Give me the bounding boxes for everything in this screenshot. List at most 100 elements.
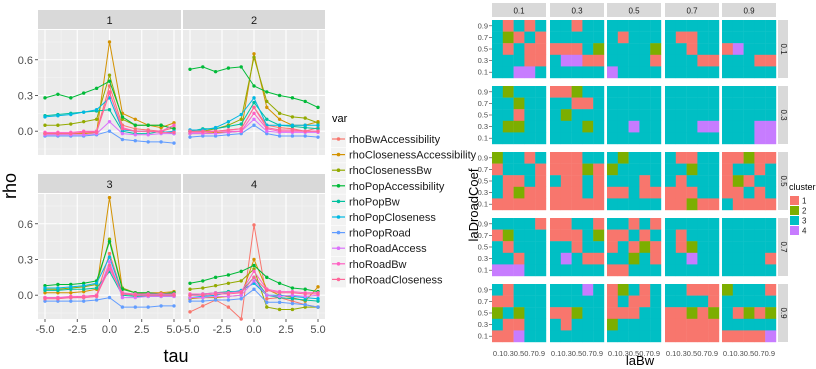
heat-cell [502, 20, 514, 32]
heat-cell [492, 295, 503, 308]
heat-cell [607, 186, 618, 199]
heat-panel [607, 86, 662, 145]
heat-cell [675, 120, 687, 133]
y-tick-label: 0.7 [478, 99, 488, 108]
heat-cell [535, 86, 547, 98]
series-point [120, 137, 125, 142]
y-tick-label: 0.3 [478, 122, 488, 131]
y-tick-label: 0.0 [18, 290, 33, 302]
series-point [82, 287, 86, 291]
x-tick-label: -5.0 [181, 324, 200, 336]
heat-cell [571, 43, 583, 55]
series-point [226, 294, 231, 299]
line-legend: var rhoBwAccessibility rhoClosenessAccess… [331, 113, 477, 288]
heat-cell [492, 318, 503, 331]
row-facet-label: 0.3 [779, 109, 788, 121]
heat-cell [675, 132, 687, 145]
heat-cell [571, 31, 583, 44]
heat-cell [560, 66, 572, 79]
x-tick-label: 0.0 [246, 324, 261, 336]
heat-cell [722, 186, 733, 199]
heat-panel [607, 218, 662, 277]
legend-item-label: rhoRoadBw [349, 259, 407, 271]
legend-swatch [790, 226, 799, 235]
heat-cell [665, 252, 676, 265]
row-facet-strip [778, 152, 788, 210]
heat-cell [732, 97, 744, 110]
y-tick-label: 0.1 [478, 266, 488, 275]
series-point [43, 96, 47, 100]
heat-cell [686, 175, 698, 187]
col-facet-strip [722, 3, 776, 17]
heat-cell [765, 241, 777, 253]
heat-cell [650, 307, 662, 319]
series-point [252, 275, 256, 280]
heat-cell [665, 307, 676, 319]
heat-cell [593, 20, 605, 32]
heat-cell [708, 264, 720, 277]
heat-cell [617, 54, 629, 67]
heat-cell [650, 318, 662, 331]
heat-cell [492, 132, 503, 145]
heat-cell [502, 307, 514, 319]
heat-cell [743, 318, 755, 331]
x-tick-label: 0.0 [102, 324, 117, 336]
series-point [133, 305, 137, 309]
heat-cell [650, 229, 662, 242]
heat-cell [513, 330, 525, 343]
series-point [303, 125, 307, 130]
heat-cell [665, 218, 676, 230]
series-point [201, 279, 205, 283]
line-chart-facets: 1 0.0 0.3 0.6 2 3 0.0 0.3 0.6 -5.0 -2.5 0.0 2.5 5.0 4 -… [18, 10, 326, 336]
heat-cell [732, 186, 744, 199]
series-point [82, 119, 86, 124]
heat-cell [535, 54, 547, 67]
heat-cell [535, 198, 547, 211]
heat-cell [524, 295, 536, 308]
heat-cell [582, 307, 594, 319]
series-point [303, 123, 307, 127]
legend-item-label: 3 [802, 217, 807, 226]
heat-cell [639, 163, 651, 176]
heat-cell [571, 20, 583, 32]
series-point [133, 295, 137, 300]
heat-panel [665, 218, 720, 277]
y-tick-label: 0.7 [478, 165, 488, 174]
heat-cell [675, 284, 687, 296]
heat-cell [571, 152, 583, 164]
series-point [56, 92, 60, 96]
heat-cell [765, 186, 777, 199]
series-point [94, 286, 99, 290]
series-point [82, 133, 86, 137]
heat-cell [535, 252, 547, 265]
series-point [94, 281, 99, 285]
heat-cell [765, 295, 777, 308]
heat-cell [639, 252, 651, 265]
heat-cell [607, 229, 618, 242]
heat-cell [639, 284, 651, 296]
heat-cell [708, 54, 720, 67]
heat-cell [650, 20, 662, 32]
heat-cell [686, 186, 698, 199]
heat-cell [524, 252, 536, 265]
heat-cell [650, 66, 662, 79]
heat-cell [492, 66, 503, 79]
series-point [290, 299, 295, 303]
heat-cell [765, 86, 777, 98]
heat-cell [535, 307, 547, 319]
series-point [290, 96, 295, 100]
heat-cell [617, 109, 629, 121]
heat-cell [708, 252, 720, 265]
heat-cell [492, 264, 503, 277]
heat-cell [743, 20, 755, 32]
heat-cell [582, 66, 594, 79]
series-point [265, 288, 269, 293]
heat-cell [593, 318, 605, 331]
heat-cell [675, 20, 687, 32]
legend-key-point [336, 184, 341, 188]
series-point [107, 108, 112, 112]
heat-cell [754, 218, 766, 230]
row-facet-strip [778, 284, 788, 342]
heat-cell [492, 241, 503, 253]
heat-cell [535, 43, 547, 55]
